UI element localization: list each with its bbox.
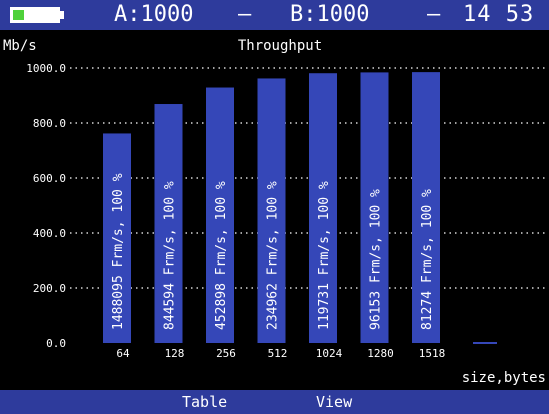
port-a-status: A:1000 — [114, 2, 194, 27]
bar — [103, 133, 131, 343]
bar-data-label: 234962 Frm/s, 100 % — [266, 181, 281, 330]
header-separator: – — [238, 2, 252, 27]
y-tick-label: 400.0 — [33, 227, 66, 240]
bar-data-label: 452898 Frm/s, 100 % — [214, 181, 229, 330]
bar — [257, 78, 286, 343]
chart-title: Throughput — [238, 38, 322, 54]
x-tick-label: 1280 — [367, 347, 394, 360]
bars: 1488095 Frm/s, 100 % 844594 Frm/s, 100 % 4… — [103, 72, 440, 344]
y-tick-label: 800.0 — [33, 117, 66, 130]
x-tick-label: 64 — [116, 347, 130, 360]
table-menu-button[interactable]: Table — [182, 393, 228, 411]
bar-data-label: 119731 Frm/s, 100 % — [317, 181, 332, 330]
y-tick-label: 1000.0 — [26, 62, 66, 75]
bar-data-label: 81274 Frm/s, 100 % — [420, 189, 435, 330]
y-tick-label: 600.0 — [33, 172, 66, 185]
grid-lines — [70, 67, 546, 289]
clock-time: 14 53 — [463, 2, 535, 27]
bar — [154, 104, 183, 344]
y-tick-label: 200.0 — [33, 282, 66, 295]
y-axis-label: Mb/s — [3, 38, 37, 54]
y-tick-labels: 0.0 200.0 400.0 600.0 800.0 1000.0 — [26, 62, 66, 350]
x-tick-label: 128 — [165, 347, 185, 360]
view-menu-button[interactable]: View — [316, 393, 353, 411]
x-tick-label: 256 — [216, 347, 236, 360]
bar — [206, 87, 234, 344]
x-axis-label: size,bytes — [462, 370, 546, 386]
port-b-status: B:1000 — [290, 2, 370, 27]
battery-icon — [10, 7, 60, 23]
bar — [309, 73, 337, 343]
x-tick-label: 1518 — [419, 347, 446, 360]
bar-data-label: 844594 Frm/s, 100 % — [163, 181, 178, 330]
header-separator: – — [427, 2, 441, 27]
bar — [360, 72, 389, 344]
bottom-menu-bar: Table View — [0, 390, 549, 414]
status-bar: A:1000 – B:1000 – 14 53 — [0, 0, 549, 30]
bar — [412, 72, 440, 343]
bar-data-label: 1488095 Frm/s, 100 % — [111, 173, 126, 330]
x-tick-label: 512 — [268, 347, 288, 360]
battery-tip-icon — [60, 11, 64, 19]
x-tick-label: 1024 — [316, 347, 343, 360]
throughput-chart: Mb/s Throughput 0.0 200.0 400.0 600.0 800.0 1… — [3, 38, 546, 386]
bar-data-label: 96153 Frm/s, 100 % — [369, 189, 384, 330]
battery-level-fill — [13, 10, 24, 20]
x-tick-labels: 64 128 256 512 1024 1280 1518 — [116, 347, 445, 360]
y-tick-label: 0.0 — [46, 337, 66, 350]
